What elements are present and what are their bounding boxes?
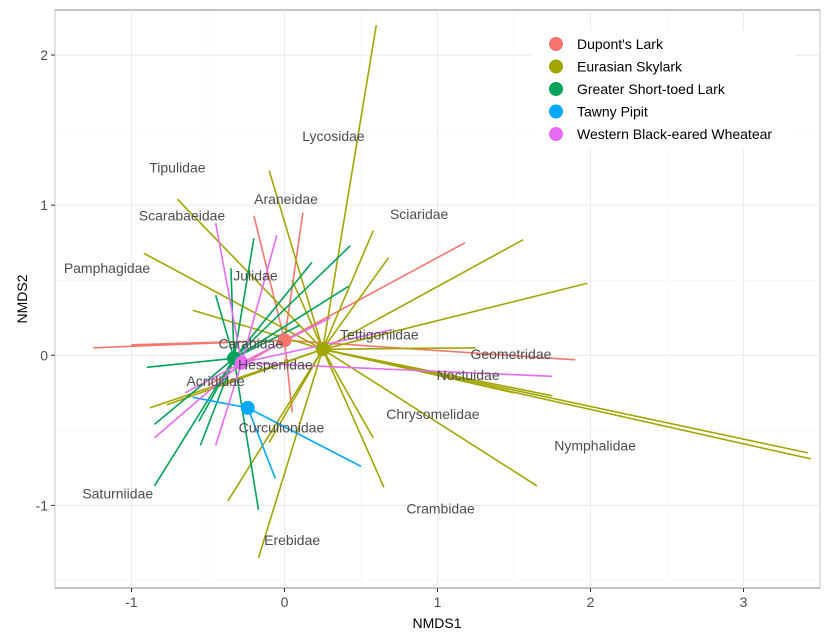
spoke-line xyxy=(291,279,324,350)
legend-label: Eurasian Skylark xyxy=(577,59,683,75)
x-tick-label: -1 xyxy=(125,594,138,610)
taxon-label: Araneidae xyxy=(254,191,318,207)
spoke-line xyxy=(322,348,808,454)
spoke-line xyxy=(322,230,374,350)
taxon-label: Lycosidae xyxy=(302,128,365,144)
spoke-line xyxy=(233,285,350,359)
taxon-label: Sciaridae xyxy=(390,206,449,222)
spoke-line xyxy=(214,223,243,363)
spoke-line xyxy=(214,295,235,359)
legend-key xyxy=(549,59,563,74)
taxon-label: Curculionidae xyxy=(239,419,325,435)
legend-label: Dupont's Lark xyxy=(577,36,664,52)
y-axis-ticks: -1 0 1 2 xyxy=(36,47,55,513)
spoke-line xyxy=(214,362,243,446)
spoke-line xyxy=(233,358,260,511)
taxon-label: Nymphalidae xyxy=(554,437,636,453)
legend-key xyxy=(549,127,563,141)
legend-key xyxy=(549,82,563,96)
spoke-line xyxy=(283,212,304,341)
x-tick-label: 0 xyxy=(281,594,289,610)
spoke-line xyxy=(227,348,324,502)
legend-label: Greater Short-toed Lark xyxy=(577,81,726,97)
centroid-point xyxy=(315,342,330,357)
spoke-line xyxy=(322,348,374,439)
spoke-line xyxy=(322,346,476,351)
y-tick-label: 1 xyxy=(40,197,48,213)
x-axis-title: NMDS1 xyxy=(412,615,461,631)
legend-background xyxy=(532,30,794,149)
spoke-line xyxy=(322,257,390,350)
spoke-lines xyxy=(93,24,811,559)
taxon-label: Pamphagidae xyxy=(64,260,151,276)
taxon-label: Saturniidae xyxy=(82,485,153,501)
spoke-line xyxy=(153,362,243,439)
spoke-line xyxy=(257,349,324,559)
legend-label: Tawny Pipit xyxy=(577,104,648,120)
y-tick-label: -1 xyxy=(36,497,49,513)
spoke-line xyxy=(143,252,324,350)
spoke-line xyxy=(268,348,324,443)
x-tick-label: 2 xyxy=(587,594,595,610)
spoke-line xyxy=(240,234,278,364)
spoke-line xyxy=(322,348,538,487)
y-tick-label: 0 xyxy=(40,347,48,363)
taxon-label: Julidae xyxy=(233,268,278,284)
taxon-label: Crambidae xyxy=(406,500,475,516)
spoke-line xyxy=(153,357,235,487)
taxon-label: Carabidae xyxy=(219,335,284,351)
taxon-label: Geometridae xyxy=(470,346,551,362)
y-axis-title: NMDS2 xyxy=(14,274,30,323)
spoke-line xyxy=(241,362,553,378)
x-tick-label: 1 xyxy=(434,594,442,610)
taxon-label: Chrysomelidae xyxy=(386,406,480,422)
taxon-label: Tipulidae xyxy=(149,160,206,176)
taxon-label: Noctuidae xyxy=(437,367,500,383)
legend-label: Western Black-eared Wheatear xyxy=(577,126,772,142)
taxon-label: Tettigoniidae xyxy=(340,326,419,342)
spoke-line xyxy=(247,407,362,468)
spoke-line xyxy=(146,357,235,369)
spoke-line xyxy=(321,24,378,350)
spoke-line xyxy=(233,245,351,359)
y-tick-label: 2 xyxy=(40,47,48,63)
spoke-line xyxy=(322,348,385,488)
legend-key xyxy=(549,37,563,51)
taxon-label: Acrididae xyxy=(186,373,245,389)
x-axis-ticks: -1 0 1 2 3 xyxy=(125,588,748,610)
centroid-point xyxy=(277,333,292,348)
spoke-line xyxy=(253,215,286,341)
centroid-point xyxy=(234,355,249,370)
spoke-line xyxy=(131,339,285,346)
spoke-line xyxy=(166,348,324,406)
legend-key xyxy=(549,104,563,119)
spoke-line xyxy=(153,357,235,425)
centroid-point xyxy=(240,400,255,415)
spoke-line xyxy=(176,198,324,350)
legend: Dupont's Lark Eurasian Skylark Greater Sho… xyxy=(532,30,794,149)
spoke-line xyxy=(268,170,324,350)
spoke-line xyxy=(184,362,243,394)
spoke-line xyxy=(247,407,277,479)
taxon-label: Hesperiidae xyxy=(238,356,313,372)
centroid-points xyxy=(227,333,330,415)
x-tick-label: 3 xyxy=(740,594,748,610)
spoke-line xyxy=(198,357,235,422)
spoke-line xyxy=(192,396,248,409)
taxon-labels: Lycosidae Tipulidae Araneidae Sciaridae Scar… xyxy=(64,128,636,548)
spoke-line xyxy=(322,282,588,351)
spoke-line xyxy=(322,238,524,350)
taxon-label: Scarabaeidae xyxy=(139,208,226,224)
taxon-label: Erebidae xyxy=(264,532,320,548)
